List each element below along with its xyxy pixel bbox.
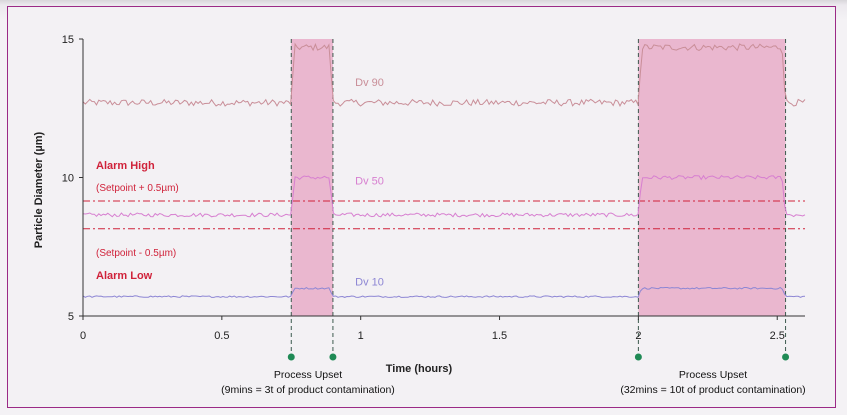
x-tick-label: 2.5 bbox=[770, 330, 785, 342]
setpoint-low-label: (Setpoint - 0.5µm) bbox=[96, 248, 176, 259]
x-tick-label: 0.5 bbox=[214, 330, 229, 342]
upset-end-dot-1 bbox=[329, 353, 337, 361]
upset-2-detail: (32mins = 10t of product contamination) bbox=[620, 384, 805, 396]
y-axis-label: Particle Diameter (µm) bbox=[33, 131, 45, 248]
axes: 5 10 15 0 0.5 1 1.5 2 2.5 bbox=[62, 34, 805, 342]
series-lines: Dv 90 Dv 50 Dv 10 bbox=[82, 42, 806, 298]
x-tick-label: 2 bbox=[635, 330, 641, 342]
upset-start-dot-1 bbox=[287, 353, 295, 361]
upset-1-detail: (9mins = 3t of product contamination) bbox=[221, 384, 395, 396]
y-tick-label: 5 bbox=[68, 311, 74, 323]
upset-end-dot-2 bbox=[782, 353, 790, 361]
y-tick-label: 15 bbox=[62, 34, 74, 46]
upset-1-title: Process Upset bbox=[274, 369, 342, 381]
setpoint-high-label: (Setpoint + 0.5µm) bbox=[96, 183, 179, 194]
upset-2-title: Process Upset bbox=[679, 369, 747, 381]
particle-diameter-chart: Dv 90 Dv 50 Dv 10 5 10 15 0 0.5 1 1.5 2 2.5 Alarm … bbox=[33, 34, 806, 396]
x-tick-label: 1 bbox=[358, 330, 364, 342]
alarm-low-label: Alarm Low bbox=[96, 270, 153, 282]
x-tick-label: 0 bbox=[80, 330, 86, 342]
upset-start-dot-2 bbox=[634, 353, 642, 361]
series-line-dv-90 bbox=[82, 42, 806, 108]
series-label-dv-10: Dv 10 bbox=[355, 277, 384, 289]
alarm-lines bbox=[83, 200, 805, 230]
chart-panel: Dv 90 Dv 50 Dv 10 5 10 15 0 0.5 1 1.5 2 2.5 Alarm … bbox=[7, 6, 836, 408]
series-line-dv-10 bbox=[82, 286, 806, 298]
x-tick-label: 1.5 bbox=[492, 330, 507, 342]
series-label-dv-50: Dv 50 bbox=[355, 175, 384, 187]
series-label-dv-90: Dv 90 bbox=[355, 77, 384, 89]
alarm-high-label: Alarm High bbox=[96, 160, 155, 172]
series-line-dv-50 bbox=[82, 174, 806, 218]
y-tick-label: 10 bbox=[62, 173, 74, 185]
chart-labels: Alarm High (Setpoint + 0.5µm) (Setpoint … bbox=[33, 131, 806, 396]
x-axis-label: Time (hours) bbox=[386, 363, 453, 375]
